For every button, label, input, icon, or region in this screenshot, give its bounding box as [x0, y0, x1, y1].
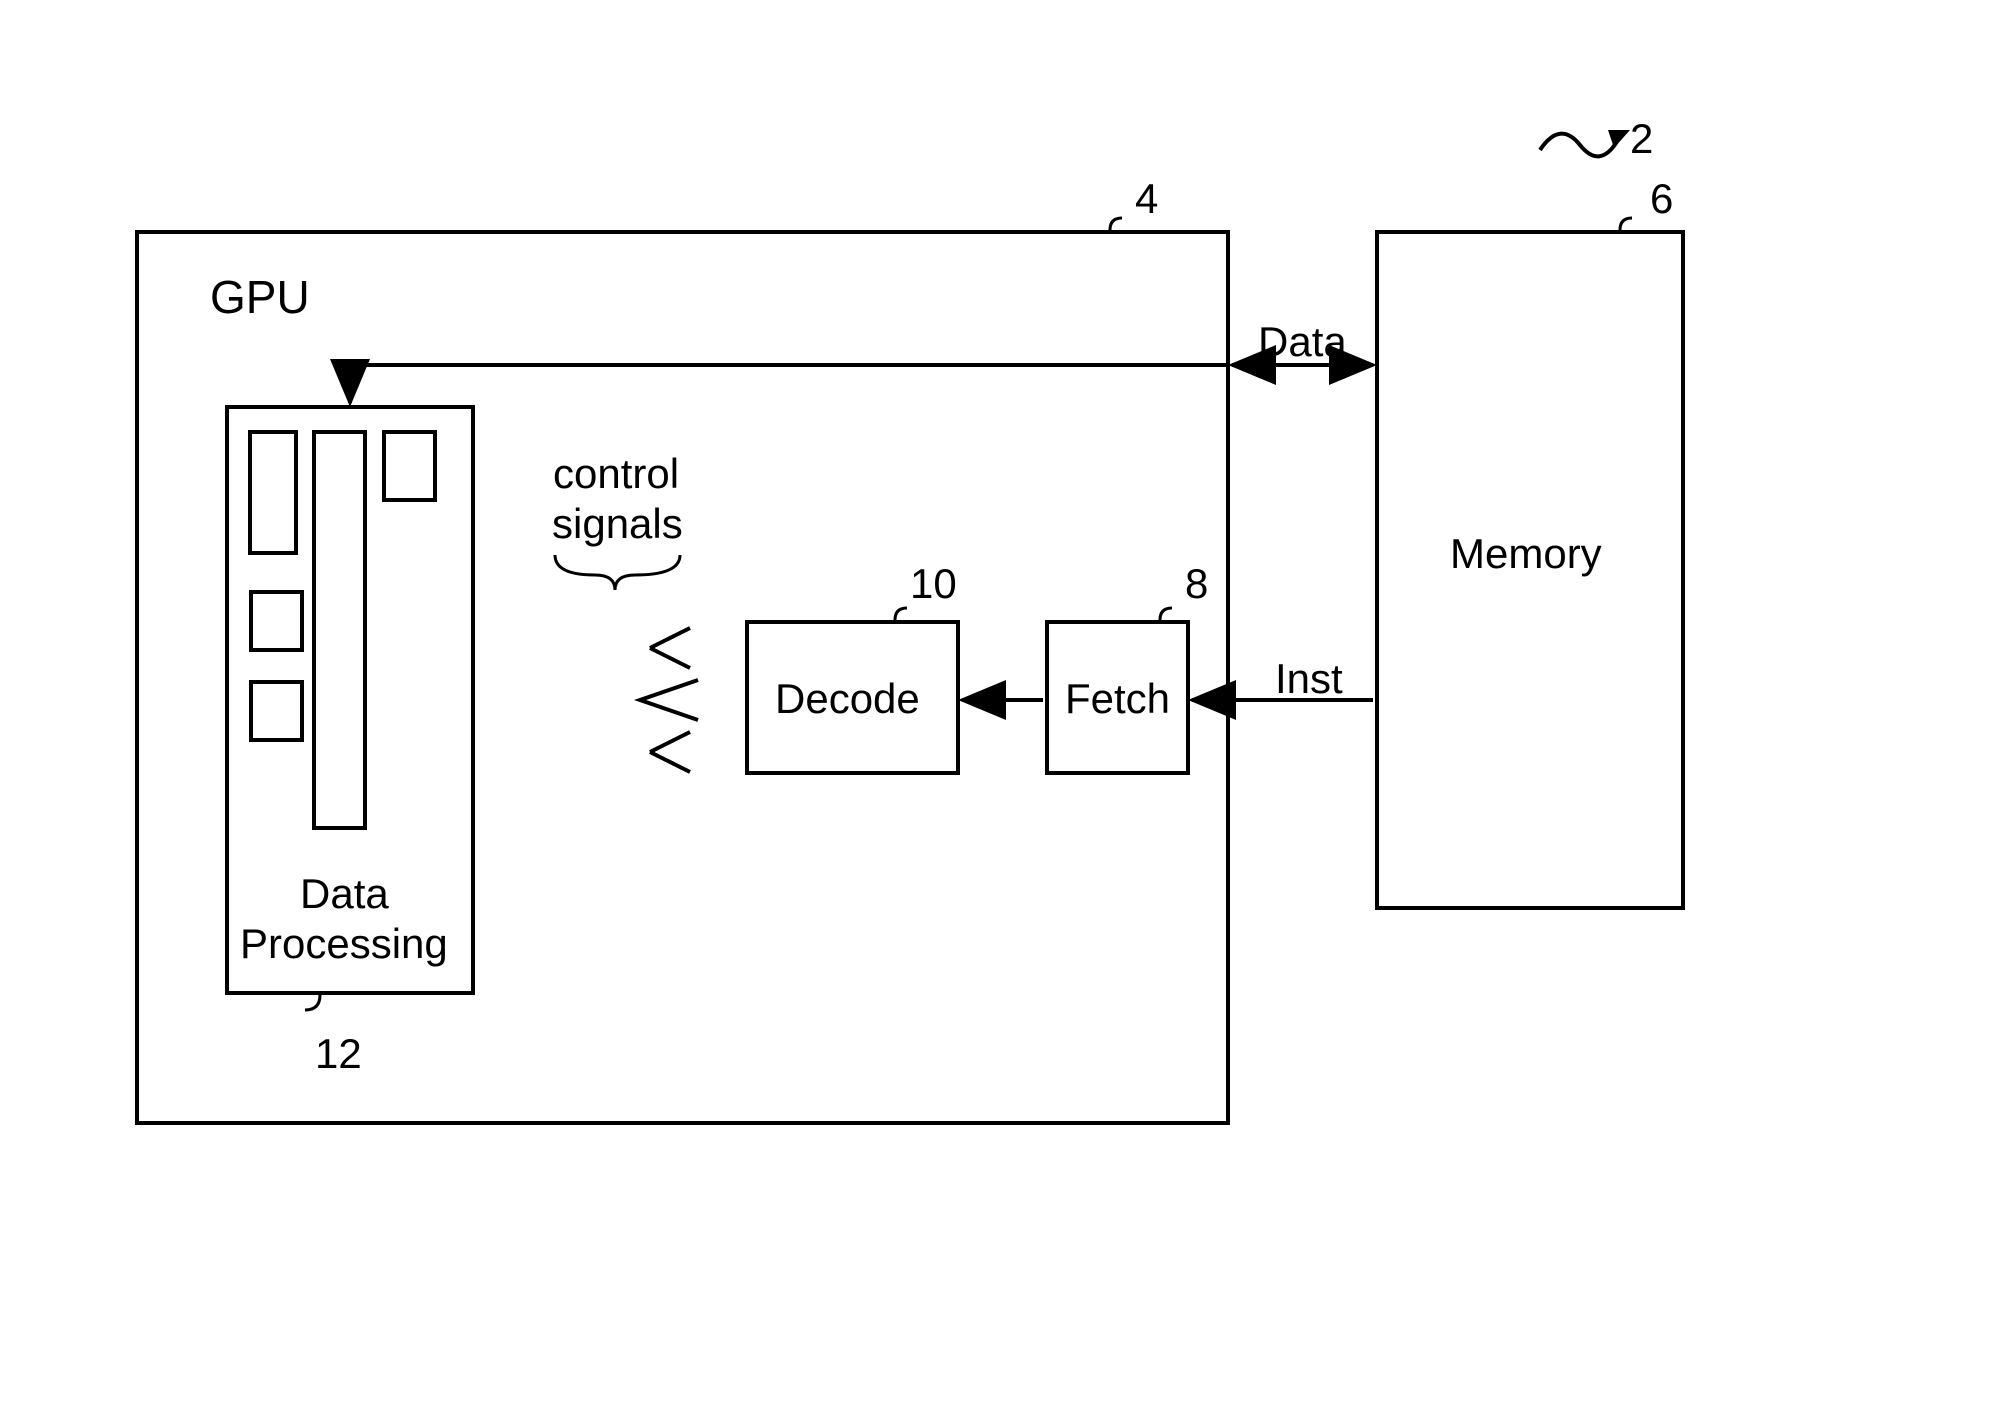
dp-inner-2 [312, 430, 367, 830]
decode-label: Decode [775, 675, 920, 723]
ref-4: 4 [1135, 175, 1158, 223]
control-signals-label-2: signals [552, 500, 683, 548]
dp-inner-1 [248, 430, 298, 555]
control-signals-label-1: control [553, 450, 679, 498]
data-label: Data [1258, 318, 1347, 366]
ref-2: 2 [1630, 115, 1653, 163]
dp-label-1: Data [300, 870, 389, 918]
ref-12: 12 [315, 1030, 362, 1078]
ref-10: 10 [910, 560, 957, 608]
gpu-label: GPU [210, 270, 310, 324]
dp-label-2: Processing [240, 920, 448, 968]
dp-inner-5 [249, 680, 304, 742]
block-diagram: GPU Memory Data Processing Decode Fetch … [0, 0, 1991, 1404]
memory-label: Memory [1450, 530, 1602, 578]
fetch-label: Fetch [1065, 675, 1170, 723]
ref-8: 8 [1185, 560, 1208, 608]
inst-label: Inst [1275, 655, 1343, 703]
dp-inner-3 [382, 430, 437, 502]
ref-6: 6 [1650, 175, 1673, 223]
dp-inner-4 [249, 590, 304, 652]
